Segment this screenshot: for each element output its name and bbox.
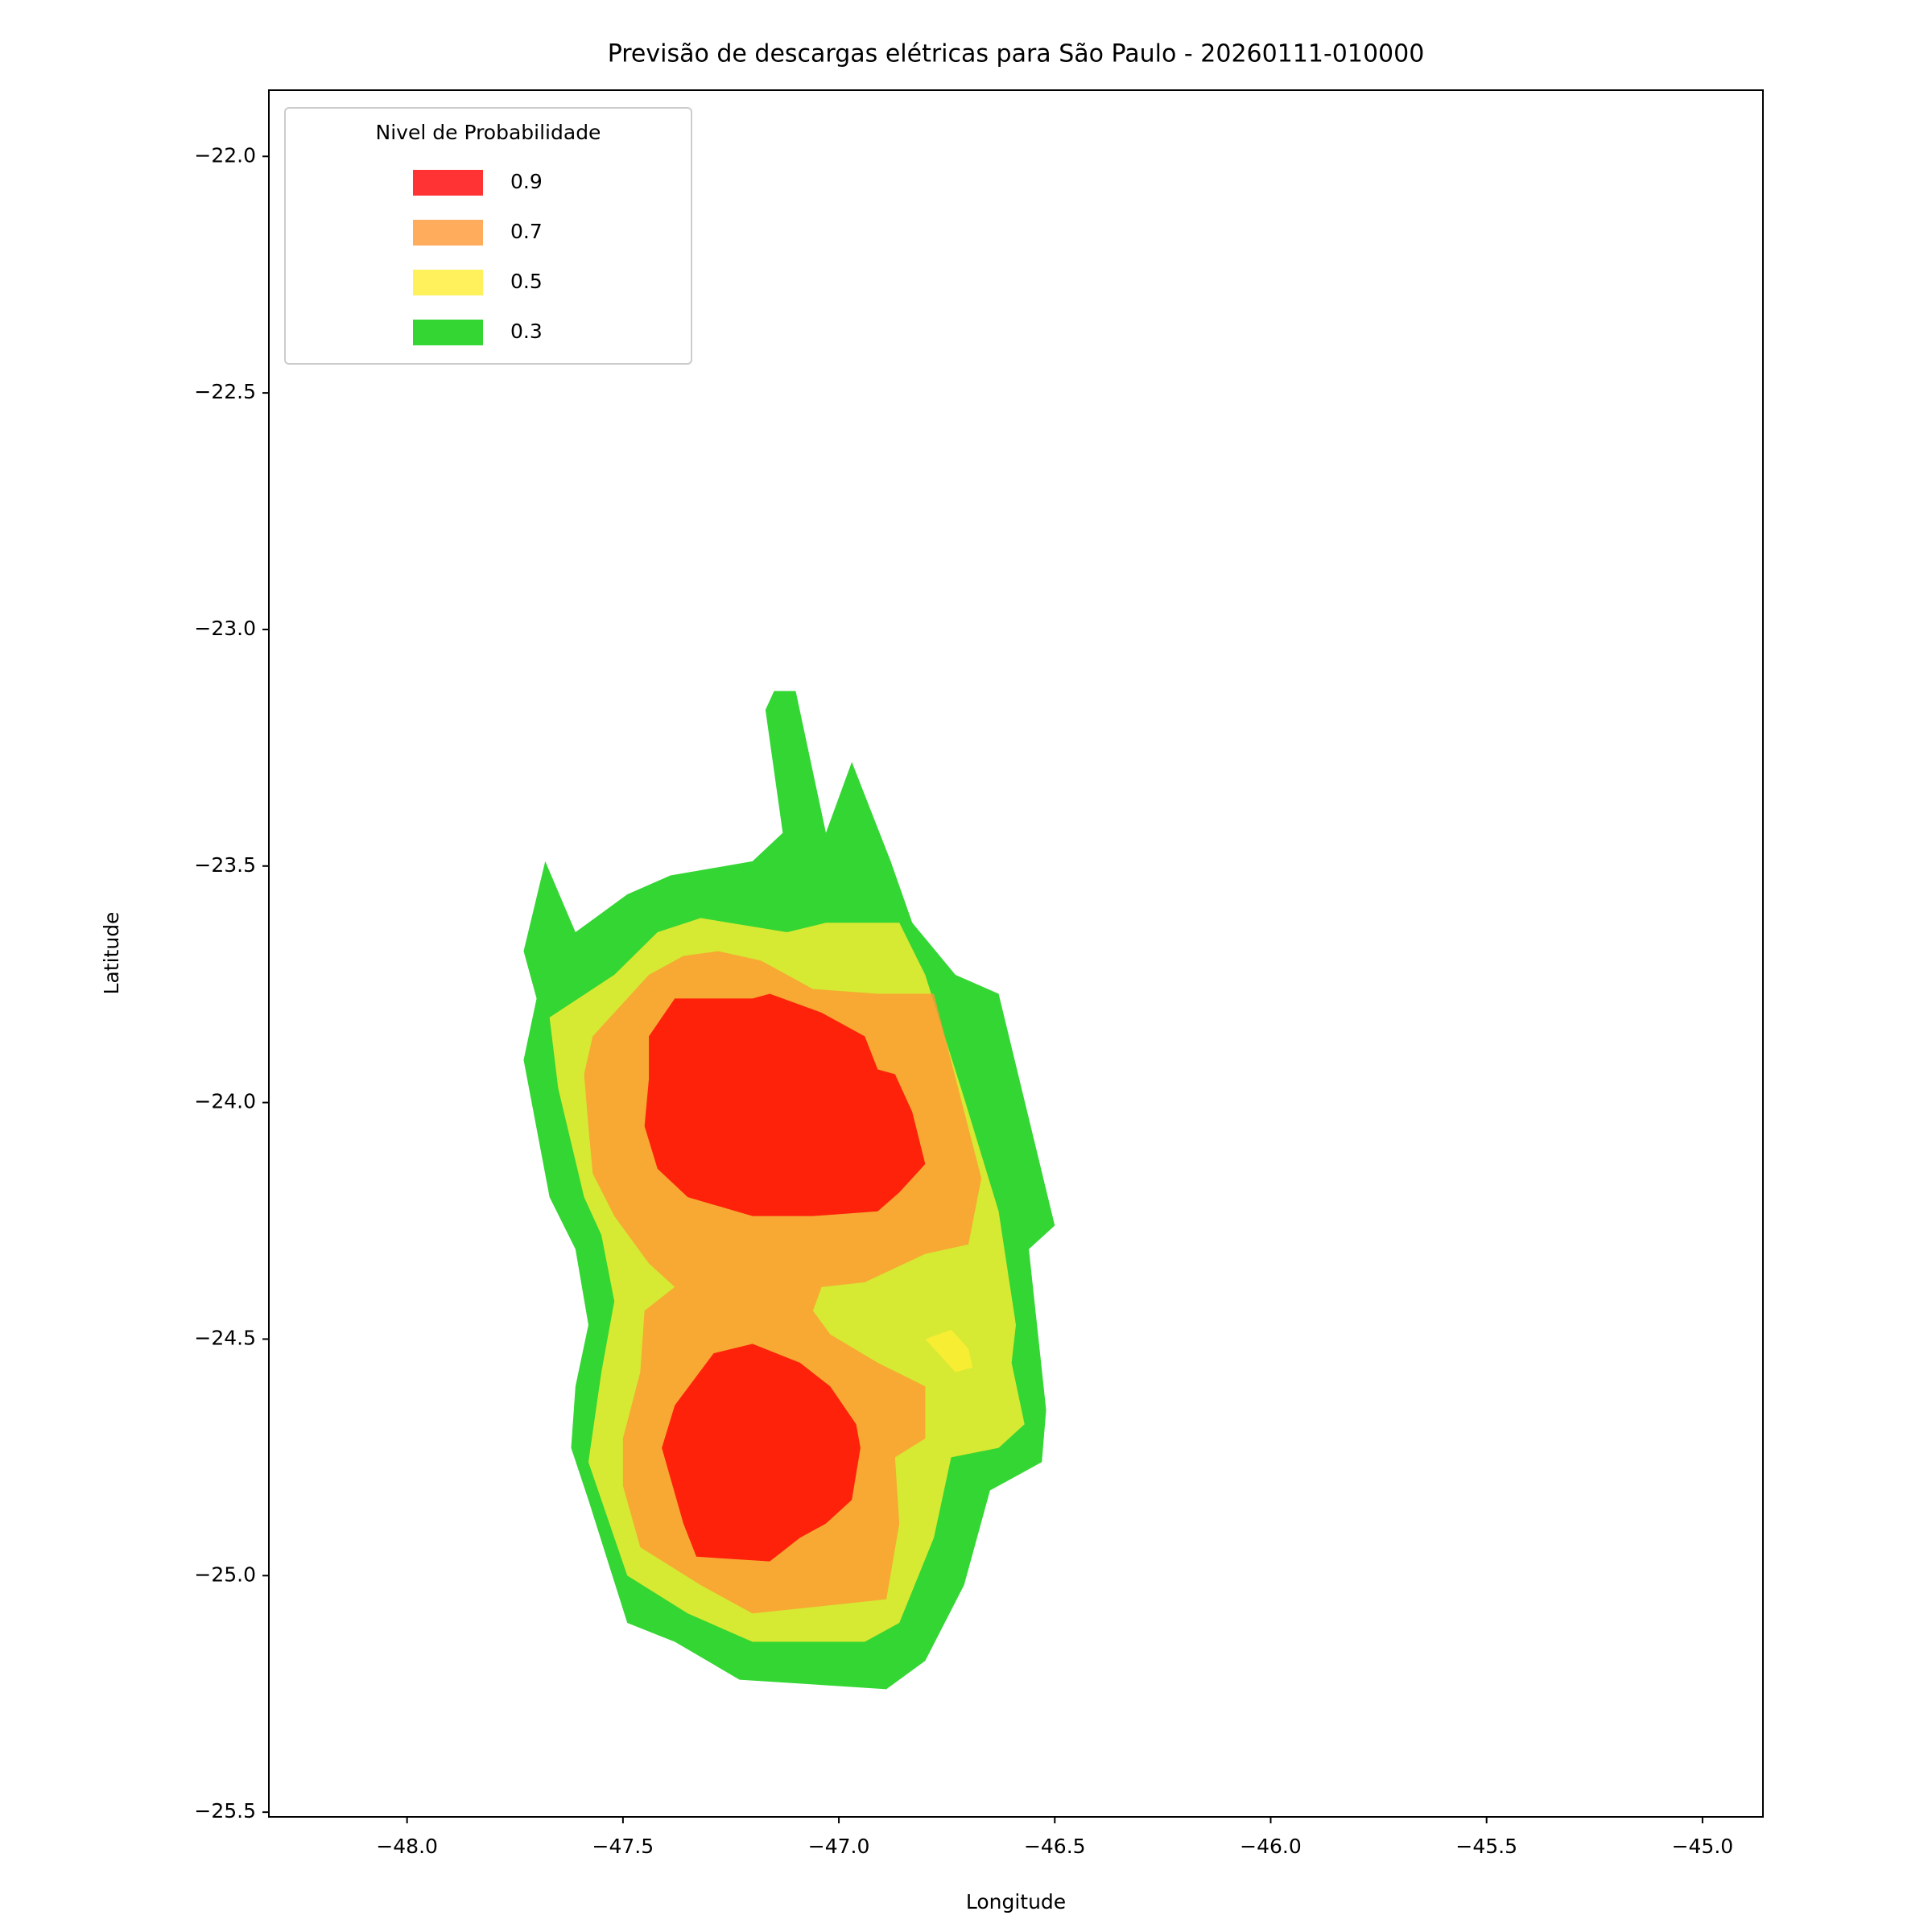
x-tick-label: −48.0	[376, 1835, 438, 1858]
legend-title: Nivel de Probabilidade	[376, 121, 601, 144]
contour-region	[644, 993, 926, 1216]
legend-swatch	[413, 270, 483, 295]
legend-swatch	[413, 170, 483, 196]
legend-swatch	[413, 320, 483, 345]
legend-label: 0.9	[510, 170, 543, 193]
x-tick-label: −45.5	[1455, 1835, 1517, 1858]
y-tick-label: −23.0	[194, 617, 256, 640]
chart-title: Previsão de descargas elétricas para São…	[608, 40, 1425, 68]
y-tick-label: −24.0	[194, 1090, 256, 1113]
legend-label: 0.7	[510, 220, 543, 243]
x-axis-label: Longitude	[966, 1890, 1066, 1913]
x-tick-label: −45.0	[1672, 1835, 1734, 1858]
y-tick-label: −24.5	[194, 1326, 256, 1349]
y-tick-label: −25.5	[194, 1799, 256, 1823]
axes-frame	[268, 89, 1764, 1818]
y-tick-label: −25.0	[194, 1563, 256, 1586]
y-tick-label: −22.0	[194, 143, 256, 167]
legend: Nivel de Probabilidade 0.9 0.7 0.5 0.3	[284, 107, 692, 365]
contour-region	[925, 1329, 973, 1373]
legend-label: 0.3	[510, 320, 543, 343]
contour-region	[662, 1344, 861, 1562]
y-tick-label: −23.5	[194, 853, 256, 877]
x-tick-label: −46.5	[1024, 1835, 1086, 1858]
plot-area	[523, 691, 1055, 1690]
legend-swatch	[413, 220, 483, 246]
legend-box	[284, 107, 692, 365]
x-tick-label: −47.0	[808, 1835, 870, 1858]
legend-label: 0.5	[510, 270, 543, 293]
x-tick-label: −46.0	[1240, 1835, 1302, 1858]
x-tick-label: −47.5	[592, 1835, 654, 1858]
y-tick-label: −22.5	[194, 380, 256, 403]
y-axis-label: Latitude	[100, 912, 123, 995]
